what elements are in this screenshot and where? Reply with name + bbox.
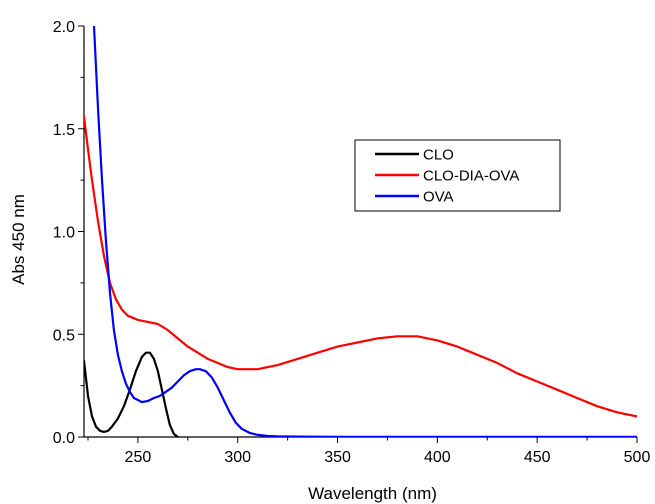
legend-label-ova: OVA <box>423 189 454 206</box>
x-tick-label: 450 <box>524 449 551 466</box>
legend-label-clo: CLO <box>423 147 454 164</box>
y-tick-label: 0.5 <box>53 327 75 344</box>
y-axis-label: Abs 450 nm <box>9 194 28 285</box>
x-tick-label: 300 <box>224 449 251 466</box>
x-axis-label: Wavelength (nm) <box>308 484 437 503</box>
series-line-clo-dia-ova <box>84 115 637 418</box>
series-line-ova <box>92 26 637 437</box>
legend-label-clo-dia-ova: CLO-DIA-OVA <box>423 168 519 185</box>
y-tick-label: 2.0 <box>53 19 75 36</box>
series-layer <box>84 26 637 437</box>
legend: CLO CLO-DIA-OVA OVA <box>354 139 561 212</box>
x-tick-label: 350 <box>324 449 351 466</box>
x-tick-label: 250 <box>125 449 152 466</box>
y-tick-label: 1.5 <box>53 122 75 139</box>
x-tick-label: 400 <box>424 449 451 466</box>
y-tick-label: 1.0 <box>53 225 75 242</box>
x-tick-label: 500 <box>624 449 651 466</box>
y-tick-label: 0.0 <box>53 430 75 447</box>
series-line-clo <box>84 351 179 437</box>
axis-ticks: 250 300 350 400 450 500 0.0 0.5 1.0 1.5 2.0 <box>53 19 651 466</box>
plot-axes <box>83 26 637 438</box>
